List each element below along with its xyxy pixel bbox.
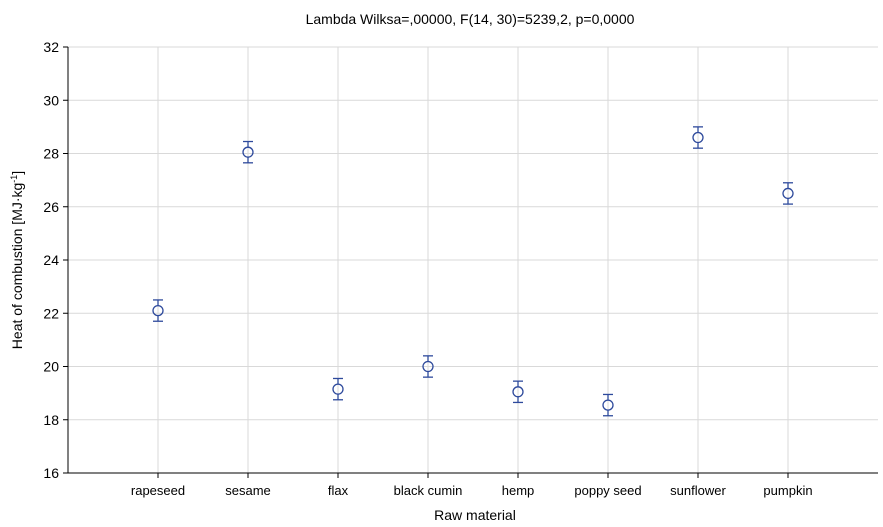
y-axis-title-main: Heat of combustion [MJ·kg (9, 183, 25, 350)
y-tick-label: 16 (43, 465, 59, 481)
data-point-group (782, 182, 794, 205)
axis-layer (63, 46, 878, 478)
y-tick-label: 30 (43, 92, 59, 108)
y-tick-label: 18 (43, 412, 59, 428)
x-category-label: sunflower (670, 483, 726, 498)
y-tick-label: 26 (43, 199, 59, 215)
data-point-group (692, 126, 704, 149)
mean-point (422, 360, 434, 373)
y-tick-label: 28 (43, 146, 59, 162)
data-point-group (332, 377, 344, 401)
y-tick-label: 20 (43, 359, 59, 375)
y-axis-title: Heat of combustion [MJ·kg-1] (9, 171, 25, 349)
y-axis-title-superscript: -1 (9, 175, 19, 183)
mean-point (332, 383, 344, 395)
mean-point (152, 304, 164, 317)
y-tick-labels: 16 18 20 22 24 26 28 30 32 (43, 39, 59, 481)
x-category-label: hemp (502, 483, 535, 498)
x-category-label: flax (328, 483, 349, 498)
mean-point (782, 187, 794, 200)
data-point-group (422, 355, 434, 378)
y-axis-title-end: ] (9, 171, 25, 175)
x-category-label: black cumin (394, 483, 463, 498)
data-point-group (602, 393, 614, 417)
x-category-label: rapeseed (131, 483, 185, 498)
data-point-group (512, 380, 524, 404)
series-points (152, 126, 794, 417)
data-point-group (152, 299, 164, 322)
x-category-labels: rapeseed sesame flax black cumin hemp poppy s… (131, 483, 813, 498)
data-point-group (242, 140, 254, 164)
mean-point (242, 146, 254, 158)
x-axis-title: Raw material (434, 507, 516, 523)
chart-title: Lambda Wilksa=,00000, F(14, 30)=5239,2, … (306, 11, 635, 27)
mean-point (692, 131, 704, 144)
grid-layer (68, 46, 878, 473)
mean-point (512, 386, 524, 398)
x-category-label: poppy seed (574, 483, 641, 498)
x-category-label: pumpkin (763, 483, 812, 498)
y-tick-label: 24 (43, 252, 59, 268)
y-tick-label: 32 (43, 39, 59, 55)
y-tick-label: 22 (43, 305, 59, 321)
mean-point (602, 399, 614, 411)
x-category-label: sesame (225, 483, 271, 498)
